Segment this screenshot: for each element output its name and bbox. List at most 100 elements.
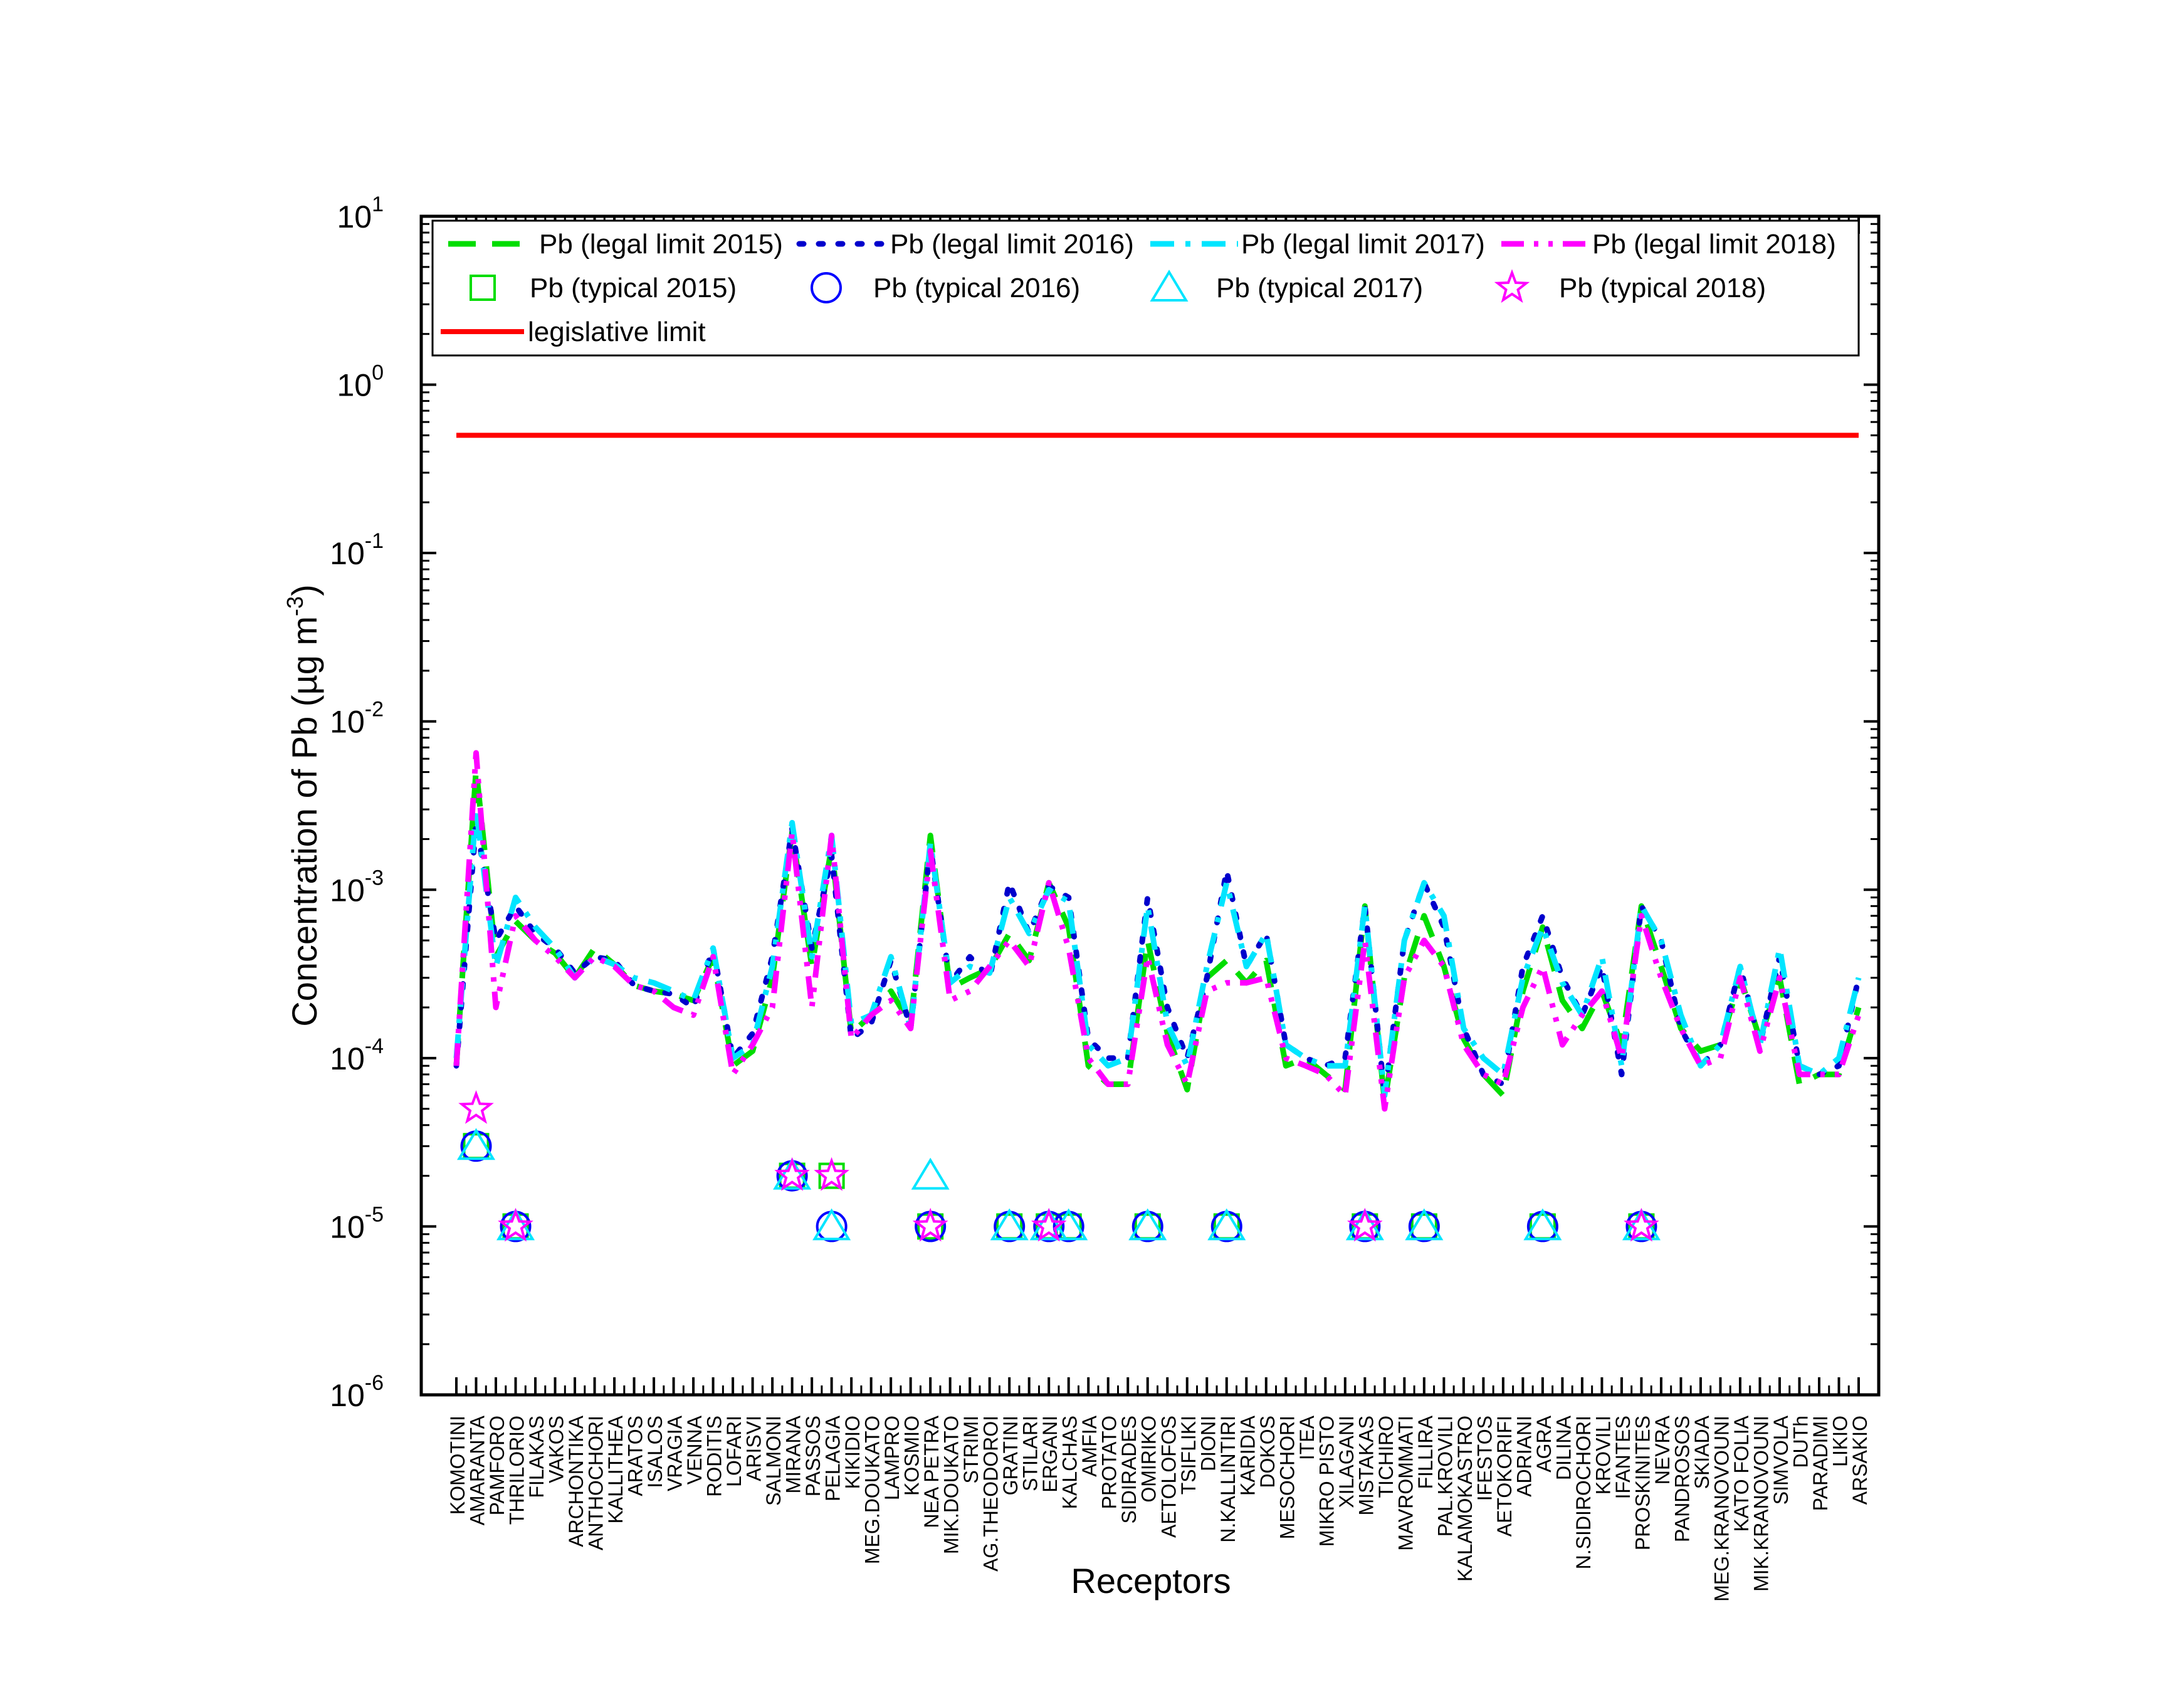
x-tick-label: VENNA [683, 1415, 706, 1484]
x-tick-label: GRATINI [999, 1416, 1022, 1495]
x-tick-label: PAMFORO [486, 1416, 508, 1515]
y-tick-exp: -6 [365, 1371, 384, 1395]
x-tick-label: ARISVI [743, 1416, 765, 1481]
x-tick-label: VRAGIA [664, 1415, 686, 1491]
x-tick-label: KALCHAS [1059, 1416, 1081, 1509]
x-tick-label: PAL.KROVILI [1434, 1416, 1456, 1537]
y-tick-label: 10-3 [330, 866, 384, 908]
series-line-2016 [453, 819, 1862, 1098]
x-tick-label: KOMOTINI [446, 1416, 469, 1515]
x-tick-label: N.SIDIROCHORI [1572, 1416, 1595, 1569]
x-tick-label: KARIDIA [1236, 1415, 1259, 1496]
x-tick-label: KATO FOLIA [1730, 1415, 1753, 1532]
legend: Pb (legal limit 2015) Pb (legal limit 201… [431, 219, 1860, 357]
x-tick-label: ITEA [1296, 1415, 1318, 1460]
marker-star [1347, 1207, 1383, 1242]
x-tick-label: PELAGIA [822, 1415, 844, 1501]
y-tick-label: 101 [337, 192, 384, 234]
x-tick-label: KALLITHEA [604, 1415, 627, 1523]
x-tick-label: THRILORIO [506, 1416, 528, 1525]
x-tick-label: TICHIRO [1375, 1416, 1397, 1498]
marker-star [814, 1157, 850, 1191]
y-tick-base: 10 [330, 705, 365, 740]
x-tick-label: PASSOS [802, 1416, 824, 1496]
legend-label: Pb (legal limit 2018) [1592, 229, 1836, 260]
x-tick-label: FILLIRA [1414, 1415, 1437, 1489]
x-tick-label: PARADIMI [1809, 1416, 1832, 1511]
x-tick-label: ARCHONTIKA [565, 1415, 587, 1547]
x-tick-label: ARATOS [624, 1416, 647, 1496]
legend-label: Pb (typical 2015) [530, 273, 737, 303]
y-tick-label: 100 [337, 361, 384, 403]
x-tick-label: AG.THEODOROI [980, 1416, 1002, 1572]
x-tick-label: VAKOS [545, 1416, 568, 1483]
x-tick-label: NEA PETRA [920, 1415, 943, 1528]
x-tick-label: SIDIRADES [1118, 1416, 1140, 1523]
x-tick-label: IFANTES [1612, 1416, 1634, 1499]
y-tick-label: 10-1 [330, 529, 384, 571]
x-tick-label: NEVRA [1651, 1415, 1674, 1484]
legend-marker-triangle [1150, 270, 1189, 302]
x-tick-label: LAMPRO [881, 1416, 903, 1500]
legend-label: Pb (legal limit 2017) [1241, 229, 1485, 260]
x-tick-label: TSIFLIKI [1177, 1416, 1200, 1495]
x-tick-label: DUTh [1789, 1416, 1812, 1468]
legend-label: Pb (legal limit 2015) [539, 229, 783, 260]
x-tick-label: DOKOS [1256, 1416, 1279, 1488]
y-tick-label: 10-5 [330, 1202, 384, 1244]
x-tick-label: MESOCHORI [1276, 1416, 1298, 1539]
legend-label: Pb (legal limit 2016) [890, 229, 1134, 260]
x-tick-label: SIMVOLA [1770, 1415, 1792, 1505]
x-tick-label: N.KALLINTIRI [1217, 1416, 1239, 1543]
legend-label: Pb (typical 2016) [873, 273, 1080, 303]
marker-triangle [1523, 1208, 1562, 1241]
x-tick-label: STILARI [1019, 1416, 1042, 1491]
y-tick-base: 10 [337, 199, 372, 234]
x-tick-label: MIK.DOUKATO [940, 1416, 963, 1554]
x-tick-label: KROVILI [1592, 1416, 1614, 1495]
x-tick-label: ARSAKIO [1849, 1416, 1871, 1505]
x-tick-label: IFESTOS [1473, 1416, 1496, 1501]
x-tick-label: LOFARI [723, 1416, 745, 1487]
marker-star [774, 1157, 810, 1191]
marker-triangle [456, 1128, 496, 1160]
y-axis-title-sup: -3 [282, 596, 308, 616]
x-tick-label: XILAGANI [1335, 1416, 1358, 1508]
x-tick-labels: KOMOTINIAMARANTAPAMFOROTHRILORIOFILAKASV… [446, 1415, 1871, 1602]
x-tick-label: ERGANI [1039, 1416, 1061, 1493]
y-tick-exp: 1 [372, 192, 384, 216]
marker-triangle [990, 1208, 1029, 1241]
legend-label: legislative limit [528, 317, 706, 347]
x-tick-label: AMFIA [1078, 1415, 1101, 1476]
x-tick-label: SALMONI [762, 1416, 785, 1506]
typical-markers [456, 1090, 1661, 1243]
legend-label: Pb (typical 2018) [1559, 273, 1766, 303]
x-tick-label: PROTATO [1098, 1416, 1121, 1509]
x-tick-label: PANDROSOS [1671, 1416, 1693, 1542]
legend-marker-circle [811, 272, 842, 303]
x-tick-label: KALAMOKASTRO [1454, 1416, 1476, 1582]
y-tick-base: 10 [337, 368, 372, 403]
marker-triangle [812, 1208, 851, 1241]
y-tick-base: 10 [330, 873, 365, 908]
plot-frame [419, 214, 1881, 1397]
x-tick-label: ADRIANI [1513, 1416, 1535, 1497]
x-tick-label: MAVROMMATI [1394, 1416, 1417, 1551]
x-tick-label: OMIRIKO [1138, 1416, 1160, 1503]
marker-star [1031, 1207, 1067, 1242]
x-tick-label: DIONI [1197, 1416, 1219, 1471]
y-tick-label: 10-2 [330, 698, 384, 740]
marker-star [498, 1207, 533, 1242]
x-tick-label: PROSKINITES [1631, 1416, 1654, 1550]
x-tick-label: FILAKAS [525, 1416, 548, 1498]
series-line-2017 [453, 806, 1862, 1098]
marker-triangle [1207, 1208, 1246, 1241]
y-tick-base: 10 [330, 536, 365, 571]
y-tick-exp: -4 [365, 1034, 384, 1058]
x-tick-label: LIKIO [1829, 1416, 1851, 1467]
y-tick-label: 10-6 [330, 1371, 384, 1413]
marker-triangle [911, 1157, 950, 1190]
x-tick-label: STRIMI [960, 1416, 982, 1483]
